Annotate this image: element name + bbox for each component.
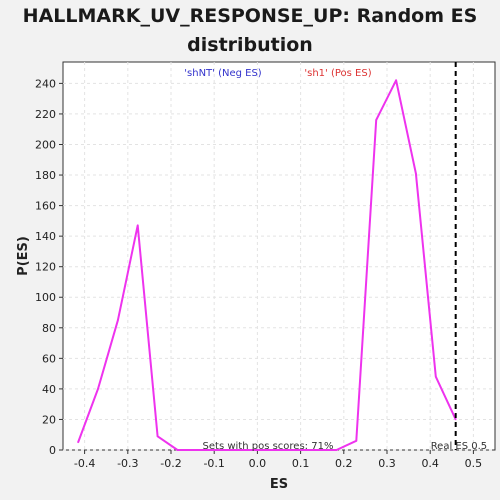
y-tick-label: 180 [35, 169, 56, 182]
pos-scores-label: Sets with pos scores: 71% [203, 441, 334, 452]
y-tick-label: 80 [42, 322, 56, 335]
data-point [415, 172, 417, 175]
data-point [276, 449, 278, 451]
y-tick-label: 0 [49, 444, 56, 457]
chart-title-line-2: distribution [187, 34, 313, 56]
x-tick-label: 0.3 [378, 457, 396, 470]
es-distribution-line [77, 79, 457, 451]
pos-es-label: 'sh1' (Pos ES) [304, 68, 371, 79]
annotations: Real ES 0.5 'shNT' (Neg ES) 'sh1' (Pos ES)… [184, 62, 487, 452]
neg-es-label: 'shNT' (Neg ES) [184, 68, 262, 79]
y-tick-label: 240 [35, 77, 56, 90]
data-point [395, 79, 397, 82]
data-point [256, 449, 258, 451]
x-tick-label: 0.2 [335, 457, 353, 470]
y-tick-label: 60 [42, 352, 56, 365]
data-point [375, 119, 378, 121]
data-point [117, 319, 119, 321]
x-tick-label: -0.4 [74, 457, 95, 470]
real-es-label: Real ES 0.5 [431, 441, 487, 452]
data-point [77, 441, 79, 444]
x-tick-label: 0.4 [421, 457, 439, 470]
chart-title: HALLMARK_UV_RESPONSE_UP: Random ES distr… [0, 2, 500, 60]
data-point [176, 449, 179, 451]
data-point [216, 449, 219, 451]
y-tick-label: 140 [35, 230, 56, 243]
x-tick-label: -0.3 [117, 457, 138, 470]
data-point [454, 418, 457, 421]
data-point [435, 375, 437, 378]
x-axis-title: ES [270, 477, 288, 492]
y-tick-label: 120 [35, 261, 56, 274]
x-tick-label: 0.1 [292, 457, 310, 470]
chart-title-line-1: HALLMARK_UV_RESPONSE_UP: Random ES [22, 5, 478, 27]
data-point [355, 440, 358, 442]
x-tick-label: 0.0 [249, 457, 267, 470]
y-tick-label: 160 [35, 200, 56, 213]
y-tick-label: 200 [35, 138, 56, 151]
data-point [315, 449, 318, 451]
axis-ticks: 0 20 40 60 80 100 120 140 160 180 200 220 240 -0.4 -0.… [35, 77, 482, 470]
data-point [97, 388, 99, 390]
data-point [335, 449, 338, 451]
x-tick-label: 0.5 [465, 457, 483, 470]
grid [63, 62, 495, 451]
series-layer [77, 79, 457, 451]
y-tick-label: 220 [35, 108, 56, 121]
data-point [156, 435, 159, 438]
y-axis-title: P(ES) [16, 236, 31, 276]
x-tick-label: -0.2 [160, 457, 181, 470]
y-tick-label: 40 [42, 383, 56, 396]
data-point [236, 449, 238, 451]
x-tick-label: -0.1 [203, 457, 224, 470]
data-point [196, 449, 199, 451]
data-point [295, 449, 298, 451]
y-tick-label: 20 [42, 413, 56, 426]
data-point [136, 224, 139, 227]
y-tick-label: 100 [35, 291, 56, 304]
